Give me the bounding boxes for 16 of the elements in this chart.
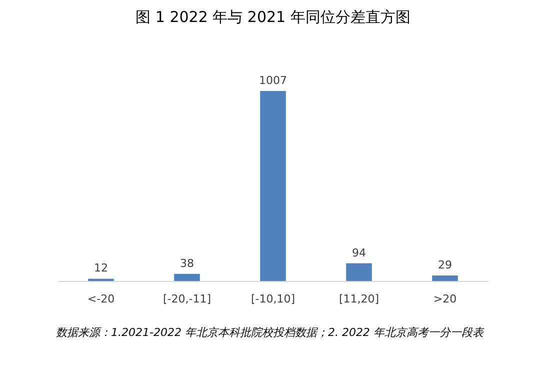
x-tick-label: <-20: [87, 292, 115, 306]
data-label: 94: [352, 246, 366, 260]
x-tick-label: >20: [433, 292, 457, 306]
bar: [174, 274, 200, 281]
x-tick-label: [11,20]: [338, 292, 380, 306]
data-label: 1007: [259, 74, 287, 87]
data-label: 12: [94, 262, 108, 275]
bar: [432, 276, 458, 281]
x-tick-label: [-10,10]: [250, 292, 296, 306]
source-note: 数据来源：1.2021-2022 年北京本科批院校投档数据；2. 2022 年北京高考一分一段表: [56, 325, 484, 340]
data-label: 38: [180, 256, 194, 270]
bar: [260, 91, 286, 281]
chart-title: 图 1 2022 年与 2021 年同位分差直方图: [136, 8, 410, 26]
bar: [346, 263, 372, 281]
data-label: 29: [438, 258, 452, 272]
x-tick-label: [-20,-11]: [162, 292, 212, 306]
